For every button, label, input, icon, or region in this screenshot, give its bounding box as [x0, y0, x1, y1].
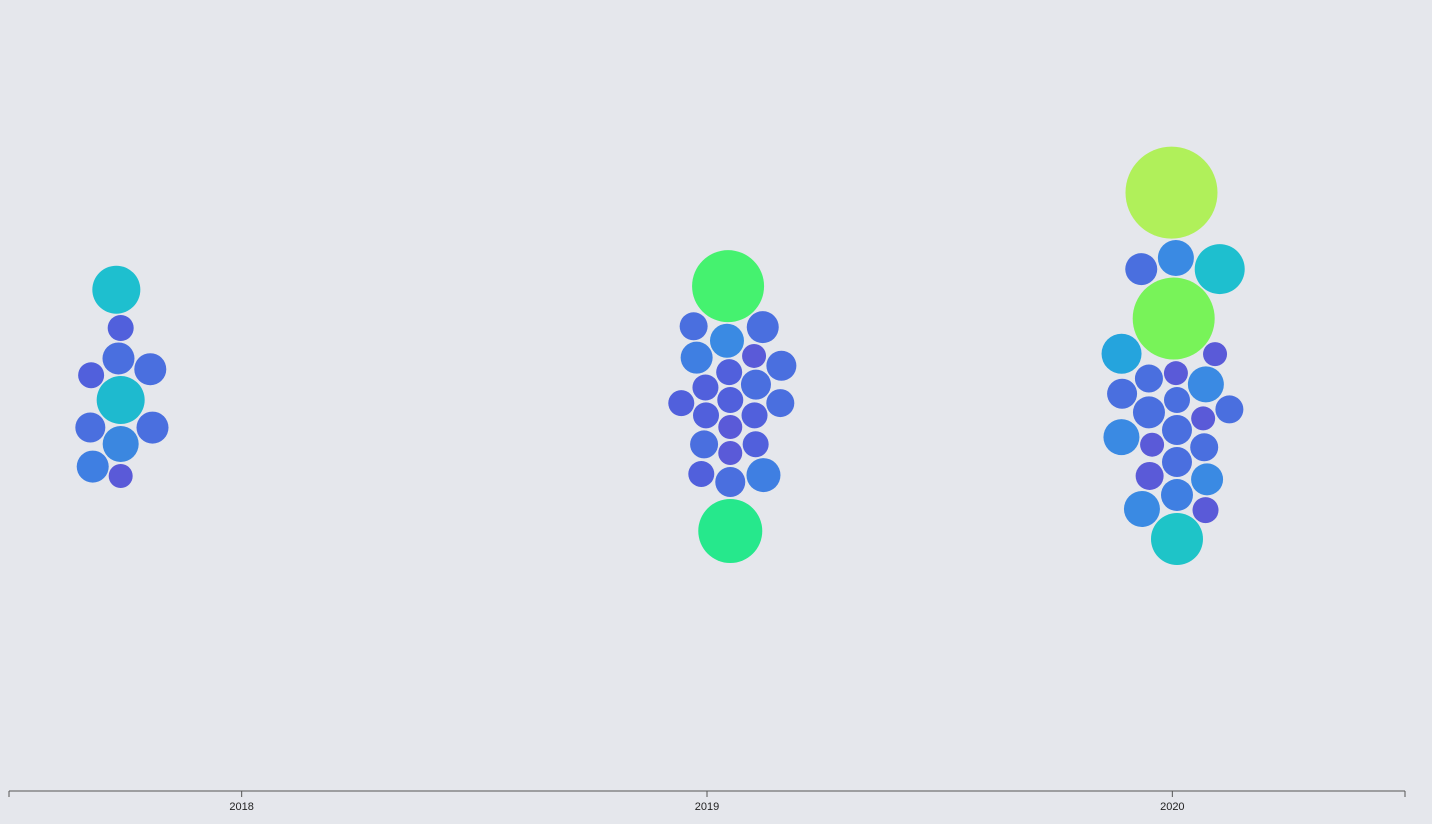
- bubble: [1132, 396, 1165, 429]
- bubble: [1192, 497, 1219, 524]
- bubble: [102, 426, 139, 462]
- bubble: [709, 323, 744, 358]
- bubble: [1150, 513, 1203, 565]
- bubble: [741, 402, 768, 429]
- bubble: [1103, 419, 1140, 456]
- bubble: [1194, 244, 1245, 295]
- bubble: [1163, 387, 1190, 413]
- bubble: [717, 387, 744, 413]
- bubble: [1191, 463, 1224, 496]
- bubble: [1161, 447, 1192, 477]
- bubble: [1123, 490, 1160, 527]
- bubble: [746, 311, 779, 344]
- x-tick-label: 2020: [1160, 801, 1184, 813]
- bubble: [746, 458, 781, 493]
- bubble: [1163, 361, 1188, 386]
- bubble: [136, 411, 169, 444]
- bubble: [718, 441, 743, 465]
- bubble: [680, 341, 713, 374]
- bubble: [742, 431, 769, 458]
- bubble: [108, 464, 133, 488]
- bubble: [716, 359, 743, 386]
- bubble: [1157, 240, 1194, 277]
- bubble: [679, 312, 708, 341]
- bubble: [766, 350, 797, 381]
- bubble: [698, 499, 763, 563]
- bubble: [1125, 146, 1218, 239]
- bubble: [692, 250, 765, 323]
- bubble: [1134, 364, 1163, 393]
- bubble: [75, 412, 106, 443]
- x-tick-label: 2019: [695, 801, 719, 813]
- bubble: [1161, 415, 1192, 445]
- bubble: [1190, 433, 1219, 462]
- bubble: [668, 390, 695, 417]
- bubble: [692, 374, 719, 401]
- x-tick-label: 2018: [229, 801, 253, 813]
- bubble: [715, 467, 746, 497]
- bubble: [1140, 432, 1165, 457]
- bubble: [1125, 253, 1158, 286]
- bubble: [134, 353, 167, 386]
- bubble: [92, 265, 141, 314]
- bubble: [1132, 277, 1215, 360]
- bubble: [688, 460, 715, 487]
- bubble: [693, 402, 720, 429]
- bubble: [1191, 406, 1216, 431]
- bubble: [96, 376, 145, 424]
- bubble: [1160, 479, 1193, 511]
- bubble: [1203, 342, 1228, 367]
- bubble: [740, 369, 771, 400]
- bubble: [76, 450, 109, 483]
- bubble: [78, 362, 105, 389]
- bubble: [742, 343, 767, 368]
- bubble: [766, 389, 795, 418]
- bubble: [718, 415, 743, 439]
- bubble: [1215, 395, 1244, 424]
- bubble: [1107, 378, 1138, 409]
- bubble: [1101, 333, 1142, 374]
- bubble: [1135, 461, 1164, 490]
- bubble: [690, 430, 719, 459]
- bubble: [107, 315, 134, 341]
- bubble: [1187, 366, 1224, 403]
- bubble: [102, 342, 135, 375]
